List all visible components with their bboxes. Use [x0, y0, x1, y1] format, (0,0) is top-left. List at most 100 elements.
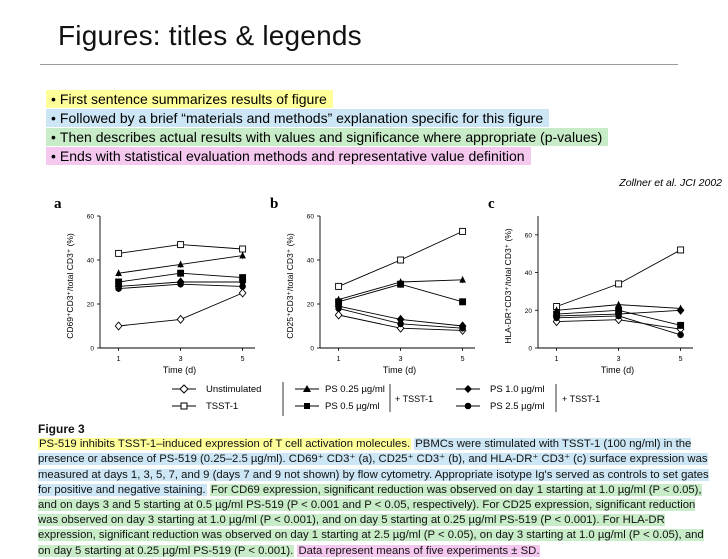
- data-point: [238, 288, 247, 298]
- data-point: [615, 312, 622, 320]
- caption-title-sentence: PS-519 inhibits TSST-1–induced expressio…: [38, 438, 412, 451]
- series-circle: [335, 304, 466, 332]
- legend-item-ps1: PS 1.0 µg/ml: [456, 384, 545, 395]
- bullet-dot: •: [51, 91, 56, 107]
- y-tick-label: 40: [307, 258, 315, 265]
- x-tick-label: 5: [461, 356, 465, 363]
- y-axis-label: CD25⁺CD3⁺/total CD3⁺ (%): [285, 233, 295, 339]
- chart-panel-b: b 0 20 40 60 1 3 5 Time (d) CD25⁺CD3⁺/total CD3⁺…: [270, 196, 485, 376]
- data-point: [115, 249, 123, 257]
- y-tick-label: 0: [90, 346, 94, 353]
- x-axis-label: Time (d): [601, 365, 634, 375]
- data-point: [239, 283, 246, 290]
- bullet-results: • Then describes actual results with valu…: [46, 128, 609, 146]
- data-point: [397, 256, 405, 264]
- y-tick-label: 20: [525, 308, 533, 315]
- bullet-statistics: • Ends with statistical evaluation method…: [46, 147, 531, 165]
- chart-b: 0 20 40 60 1 3 5 Time (d) CD25⁺CD3⁺/total CD3⁺ (…: [285, 214, 475, 375]
- y-tick-label: 0: [310, 346, 314, 353]
- series-square-open: [335, 227, 467, 290]
- x-tick-label: 5: [241, 356, 245, 363]
- chart-legend: Unstimulated TSST-1 PS 0.25 µg/ml PS 0.5…: [150, 380, 630, 420]
- circle-marker: [464, 402, 472, 410]
- caption-statistics: Data represent means of five experiments…: [297, 544, 541, 557]
- x-tick-label: 3: [617, 356, 621, 363]
- series-circle: [553, 312, 684, 339]
- y-tick-label: 20: [307, 302, 315, 309]
- figure-caption: Figure 3 PS-519 inhibits TSST-1–induced …: [38, 422, 714, 559]
- panel-label: a: [54, 196, 62, 212]
- data-point: [677, 246, 685, 254]
- bullet-summary: • First sentence summarizes results of fi…: [46, 90, 333, 108]
- series-circle: [115, 280, 246, 293]
- bullet-text: First sentence summarizes results of fig…: [59, 91, 327, 107]
- x-tick-label: 5: [679, 356, 683, 363]
- legend-label: Unstimulated: [206, 384, 261, 395]
- data-point: [677, 321, 685, 329]
- x-axis-label: Time (d): [383, 365, 416, 375]
- legend-item-ps05: PS 0.5 µg/ml: [295, 401, 380, 412]
- legend-label: PS 1.0 µg/ml: [490, 384, 545, 395]
- legend-item-unstimulated: Unstimulated: [172, 384, 261, 395]
- data-point: [459, 298, 467, 306]
- data-point: [459, 276, 466, 283]
- legend-group-label: + TSST-1: [395, 394, 433, 404]
- data-point: [177, 280, 184, 288]
- bullet-dot: •: [51, 148, 56, 164]
- data-point: [177, 269, 185, 277]
- data-point: [397, 280, 405, 288]
- data-point: [615, 300, 622, 308]
- series-square-open: [115, 241, 247, 257]
- y-tick-label: 20: [87, 302, 95, 309]
- x-tick-label: 1: [555, 356, 559, 363]
- data-point: [115, 285, 122, 292]
- square-open-marker: [180, 402, 188, 410]
- y-tick-label: 60: [87, 214, 95, 221]
- data-point: [177, 241, 185, 249]
- data-point: [335, 282, 343, 290]
- panel-label: c: [488, 196, 495, 212]
- citation: Zollner et al. JCI 2002: [619, 177, 722, 189]
- bullet-dot: •: [51, 110, 56, 126]
- y-tick-label: 40: [87, 258, 95, 265]
- panel-label: b: [270, 196, 279, 212]
- diamond-open-marker: [179, 384, 189, 394]
- legend-item-ps25: PS 2.5 µg/ml: [456, 401, 545, 412]
- legend-label: PS 0.5 µg/ml: [325, 401, 380, 412]
- x-tick-label: 3: [179, 356, 183, 363]
- bullet-text: Then describes actual results with value…: [59, 129, 603, 145]
- data-point: [239, 251, 246, 259]
- bullet-text: Ends with statistical evaluation methods…: [59, 148, 525, 164]
- diamond-marker: [464, 385, 472, 393]
- legend-group-label: + TSST-1: [562, 394, 600, 404]
- title-divider: [40, 64, 678, 65]
- chart-c: 0 20 40 60 1 3 5 Time (d) HLA-DR⁺CD3⁺/total CD3⁺…: [503, 216, 693, 375]
- data-point: [677, 331, 684, 339]
- data-point: [459, 227, 467, 235]
- data-point: [614, 315, 623, 325]
- data-point: [676, 305, 685, 315]
- legend-item-ps025: PS 0.25 µg/ml: [295, 384, 385, 395]
- x-axis-label: Time (d): [163, 365, 196, 375]
- y-axis-label: CD69⁺CD3⁺/total CD3⁺ (%): [65, 233, 75, 339]
- legend-label: PS 2.5 µg/ml: [490, 401, 545, 412]
- data-point: [114, 321, 123, 331]
- y-tick-label: 60: [525, 232, 533, 239]
- y-axis-label: HLA-DR⁺CD3⁺/total CD3⁺ (%): [503, 228, 513, 344]
- bullet-methods: • Followed by a brief “materials and meth…: [46, 109, 550, 127]
- series-triangle: [335, 276, 466, 304]
- series-square-open: [553, 246, 685, 311]
- x-tick-label: 1: [117, 356, 121, 363]
- chart-a: 0 20 40 60 1 3 5 Time (d) CD69⁺CD3⁺/total CD3⁺ (…: [65, 214, 255, 375]
- square-marker: [304, 403, 310, 409]
- legend-svg: Unstimulated TSST-1 PS 0.25 µg/ml PS 0.5…: [172, 382, 600, 416]
- data-point: [397, 320, 404, 328]
- data-point: [115, 269, 122, 276]
- data-point: [239, 245, 247, 253]
- data-point: [615, 280, 623, 288]
- data-point: [177, 260, 184, 268]
- data-point: [176, 314, 185, 324]
- y-tick-label: 40: [525, 270, 533, 277]
- bullet-dot: •: [51, 129, 56, 145]
- data-point: [334, 310, 343, 320]
